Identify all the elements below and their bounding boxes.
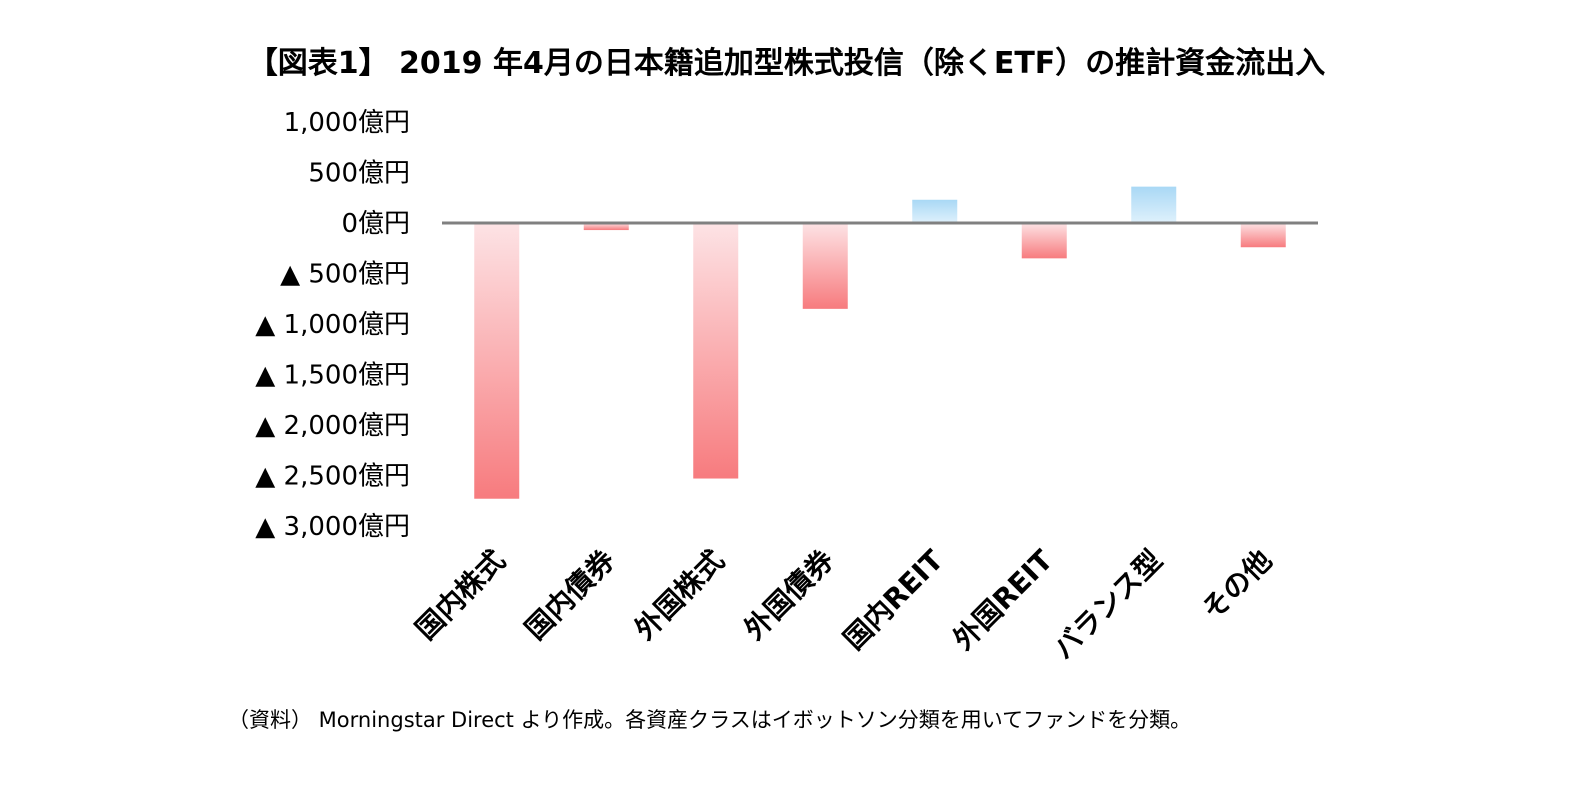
x-tick-label: 国内債券 xyxy=(519,543,622,646)
bar-chart: 1,000億円 500億円 0億円 ▲ 500億円 ▲ 1,000億円 ▲ 1,500億円… xyxy=(255,108,1318,666)
y-tick-label: ▲ 1,500億円 xyxy=(255,361,410,391)
y-tick-label: ▲ 500億円 xyxy=(280,260,410,290)
bar-4 xyxy=(912,199,958,223)
bar-6 xyxy=(1131,186,1177,223)
y-tick-label: ▲ 1,000億円 xyxy=(255,310,410,340)
x-tick-label: その他 xyxy=(1195,544,1278,627)
y-tick-label: 0億円 xyxy=(341,209,410,239)
bar-5 xyxy=(1021,223,1067,259)
x-tick-label: バランス型 xyxy=(1047,544,1169,666)
x-tick-label: 国内株式 xyxy=(409,544,512,647)
bar-2 xyxy=(693,223,739,479)
x-tick-label: 外国株式 xyxy=(628,544,731,647)
source-note: （資料） Morningstar Direct より作成。各資産クラスはイボット… xyxy=(228,708,1192,732)
y-tick-label: 1,000億円 xyxy=(284,108,410,138)
x-tick-label: 外国REIT xyxy=(947,544,1060,657)
y-tick-label: ▲ 3,000億円 xyxy=(255,512,410,542)
chart-title: 【図表1】 2019 年4月の日本籍追加型株式投信（除くETF）の推計資金流出入 xyxy=(247,46,1326,81)
y-tick-label: ▲ 2,000億円 xyxy=(255,411,410,441)
x-tick-label: 国内REIT xyxy=(837,544,950,657)
bar-7 xyxy=(1240,223,1286,248)
y-tick-label: ▲ 2,500億円 xyxy=(255,462,410,492)
x-tick-label: 外国債券 xyxy=(738,543,841,646)
y-tick-label: 500億円 xyxy=(308,159,410,189)
bar-1 xyxy=(583,223,629,231)
bar-0 xyxy=(474,223,520,499)
bar-3 xyxy=(802,223,848,309)
